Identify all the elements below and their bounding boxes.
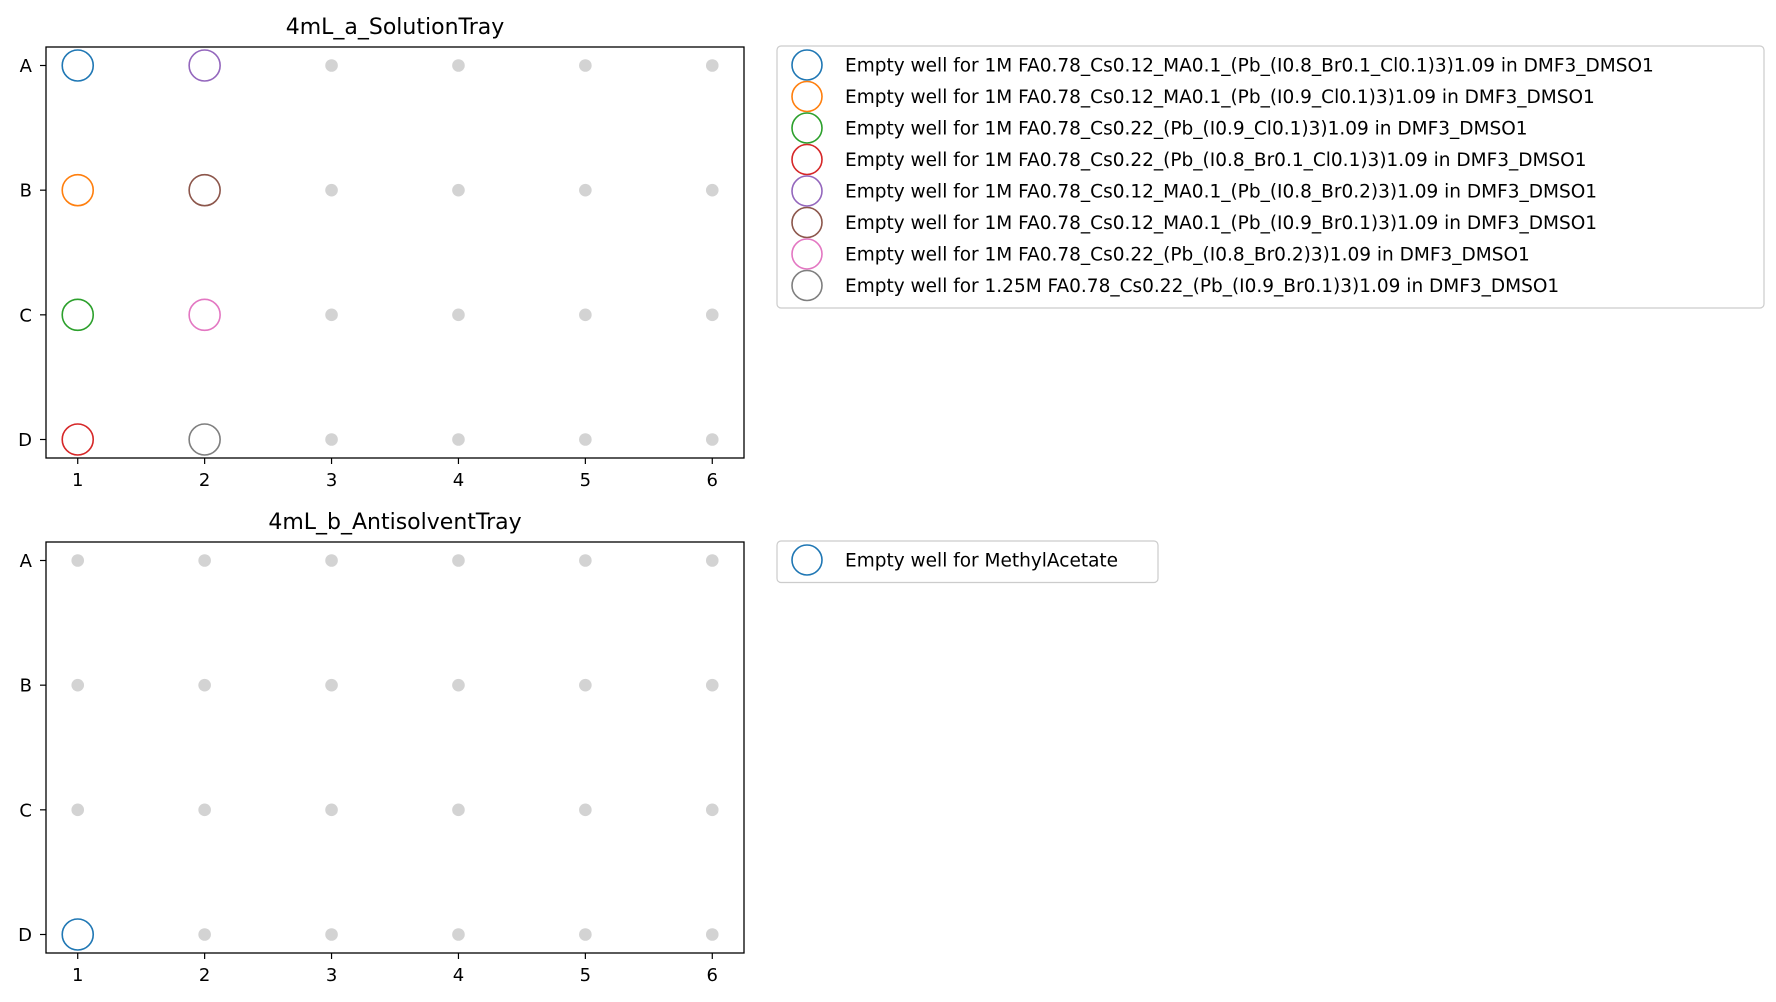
empty-well-dot — [71, 803, 85, 817]
empty-well-dot — [325, 928, 338, 941]
empty-well-dot — [579, 554, 592, 567]
well-marker — [61, 173, 95, 207]
x-tick-label: 4 — [453, 965, 464, 986]
x-tick-label: 5 — [580, 470, 591, 491]
axes-frame — [45, 46, 745, 459]
antisolvent-tray-panel: 4mL_b_AntisolventTray 1 2 3 4 5 6 A B C D Empty wel… — [18, 510, 1159, 986]
legend-box — [776, 45, 1765, 309]
y-tick-label: A — [20, 56, 33, 77]
legend-entry: Empty well for 1M FA0.78_Cs0.22_(Pb_(I0.… — [845, 245, 1530, 266]
legend-entry: Empty well for 1M FA0.78_Cs0.22_(Pb_(I0.… — [845, 119, 1528, 140]
x-tick-label: 5 — [580, 965, 591, 986]
legend-entry: Empty well for 1M FA0.78_Cs0.12_MA0.1_(P… — [845, 182, 1597, 203]
empty-well-dot — [579, 308, 592, 322]
empty-well-dot — [71, 678, 85, 692]
legend-entry: Empty well for 1M FA0.78_Cs0.22_(Pb_(I0.… — [845, 150, 1587, 171]
x-tick-label: 2 — [199, 470, 210, 491]
empty-well-dot — [452, 183, 465, 197]
empty-well-dot — [71, 554, 85, 567]
legend-marker — [791, 112, 823, 144]
empty-well-dot — [579, 59, 592, 72]
y-tick-label: D — [18, 925, 32, 946]
empty-well-dot — [579, 803, 592, 817]
empty-well-dot — [579, 928, 592, 941]
y-tick-label: C — [19, 305, 32, 326]
legend-marker — [791, 544, 823, 576]
well-marker — [188, 49, 221, 82]
legend-marker — [791, 49, 823, 81]
y-tick-label: C — [19, 800, 32, 821]
empty-well-dot — [705, 433, 719, 446]
x-tick-label: 1 — [72, 965, 83, 986]
legend-entry: Empty well for 1M FA0.78_Cs0.12_MA0.1_(P… — [845, 87, 1595, 108]
well-marker — [188, 423, 221, 456]
empty-well-dot — [579, 678, 592, 692]
empty-well-dot — [705, 928, 719, 941]
well-marker — [188, 173, 221, 207]
empty-well-dot — [325, 678, 338, 692]
legend-entry: Empty well for 1M FA0.78_Cs0.12_MA0.1_(P… — [845, 56, 1654, 77]
legend-entry: Empty well for 1M FA0.78_Cs0.12_MA0.1_(P… — [845, 213, 1597, 234]
x-tick-label: 4 — [453, 470, 464, 491]
well-marker — [61, 423, 95, 456]
x-tick-label: 3 — [326, 965, 337, 986]
empty-well-dot — [198, 928, 211, 941]
y-tick-label: B — [20, 181, 32, 202]
legend-box — [776, 540, 1159, 584]
x-tick-label: 6 — [707, 965, 718, 986]
empty-well-dot — [705, 183, 719, 197]
empty-well-dot — [452, 803, 465, 817]
empty-well-dot — [452, 308, 465, 322]
empty-well-dot — [705, 308, 719, 322]
empty-well-dot — [325, 554, 338, 567]
empty-well-dot — [452, 678, 465, 692]
legend-marker — [791, 80, 823, 113]
empty-well-dot — [705, 803, 719, 817]
legend-marker — [791, 206, 823, 239]
well-marker — [61, 918, 95, 951]
chart-title: 4mL_b_AntisolventTray — [268, 510, 521, 535]
solution-tray-panel: 4mL_a_SolutionTray 1 2 3 4 5 6 A B C D Empty well f… — [18, 15, 1765, 491]
x-tick-label: 6 — [707, 470, 718, 491]
x-tick-label: 1 — [72, 470, 83, 491]
empty-well-dot — [452, 59, 465, 72]
axes-frame — [45, 541, 745, 954]
empty-well-dot — [325, 59, 338, 72]
empty-well-dot — [325, 308, 338, 322]
legend-marker — [791, 269, 823, 302]
well-marker — [61, 298, 95, 332]
empty-well-dot — [198, 554, 211, 567]
empty-well-dot — [705, 554, 719, 567]
empty-well-dot — [325, 433, 338, 446]
empty-well-dot — [325, 183, 338, 197]
empty-well-dot — [579, 183, 592, 197]
legend-marker — [791, 238, 823, 270]
empty-well-dot — [705, 59, 719, 72]
empty-well-dot — [452, 928, 465, 941]
empty-well-dot — [452, 433, 465, 446]
chart-title: 4mL_a_SolutionTray — [286, 15, 505, 40]
legend-entry: Empty well for MethylAcetate — [845, 551, 1118, 572]
legend-marker — [791, 143, 823, 176]
well-marker — [188, 298, 221, 332]
y-tick-label: D — [18, 430, 32, 451]
legend-marker — [791, 175, 823, 207]
well-marker — [61, 49, 95, 82]
empty-well-dot — [579, 433, 592, 446]
empty-well-dot — [705, 678, 719, 692]
legend-entry: Empty well for 1.25M FA0.78_Cs0.22_(Pb_(… — [845, 276, 1559, 297]
x-tick-label: 3 — [326, 470, 337, 491]
y-tick-label: A — [20, 551, 33, 572]
empty-well-dot — [452, 554, 465, 567]
y-tick-label: B — [20, 676, 32, 697]
empty-well-dot — [198, 678, 211, 692]
empty-well-dot — [325, 803, 338, 817]
x-tick-label: 2 — [199, 965, 210, 986]
empty-well-dot — [198, 803, 211, 817]
